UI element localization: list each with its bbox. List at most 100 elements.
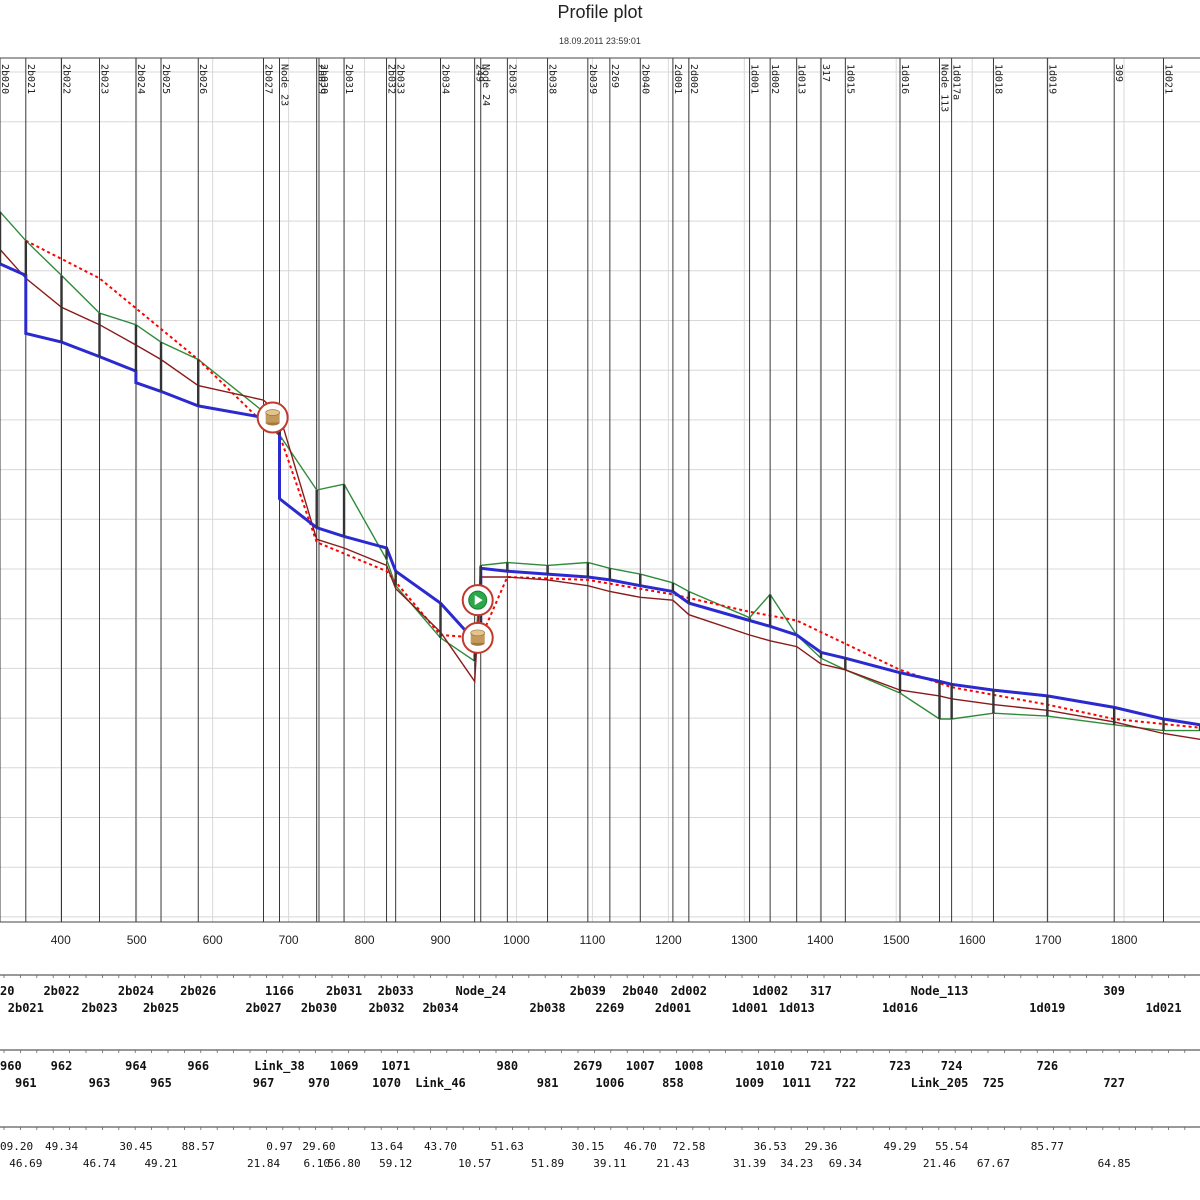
node-label: 2b039 (587, 64, 598, 94)
table-cell: 29.60 (302, 1140, 335, 1153)
x-tick-label: 1500 (883, 933, 910, 947)
series-line-2 (0, 248, 1200, 740)
node-label: 2b030 (318, 64, 329, 94)
table-cell: 2b030 (301, 1001, 337, 1015)
table-cell: 1d001 (732, 1001, 768, 1015)
chart-subtitle: 18.09.2011 23:59:01 (559, 36, 641, 46)
x-tick-label: 400 (51, 933, 71, 947)
table-cell: 963 (89, 1076, 111, 1090)
marker-body (470, 632, 485, 643)
x-tick-label: 700 (279, 933, 299, 947)
table-cell: 967 (253, 1076, 275, 1090)
node-label: Node_23 (278, 64, 289, 106)
table-cell: 965 (150, 1076, 172, 1090)
table-cell: 88.57 (182, 1140, 215, 1153)
series-line-1 (25, 239, 1200, 729)
table-cell: 2b039 (570, 984, 606, 998)
table-cell: 2b031 (326, 984, 362, 998)
table-cell: 1070 (372, 1076, 401, 1090)
x-tick-label: 1100 (579, 933, 605, 947)
node-label: 309 (1113, 64, 1124, 82)
table-cell: 2b023 (81, 1001, 117, 1015)
table-cell: 727 (1103, 1076, 1125, 1090)
node-label: 1d018 (992, 64, 1003, 94)
marker-glyph (474, 595, 483, 606)
table-cell: 0.97 (266, 1140, 293, 1153)
table-cell: 970 (308, 1076, 330, 1090)
x-tick-label: 1300 (731, 933, 758, 947)
node-label: 2b029 (316, 64, 327, 94)
table-cell: 30.45 (119, 1140, 152, 1153)
table-cell: 309 (1103, 984, 1125, 998)
table-cell: 2269 (595, 1001, 624, 1015)
table-cell: 1010 (756, 1059, 785, 1073)
table-cell: 46.74 (83, 1157, 116, 1170)
table-cell: 46.70 (624, 1140, 657, 1153)
node-label: 1d021 (1163, 64, 1174, 94)
x-tick-label: 1000 (503, 933, 530, 947)
table-cell: 36.53 (754, 1140, 787, 1153)
table-cell: 2d001 (655, 1001, 691, 1015)
table-cell: 2d002 (671, 984, 707, 998)
table-cell: 725 (983, 1076, 1005, 1090)
node-label: 2d002 (688, 64, 699, 94)
table-cell: 10.57 (458, 1157, 491, 1170)
table-cell: 85.77 (1031, 1140, 1064, 1153)
table-cell: 1011 (782, 1076, 811, 1090)
marker-body (265, 412, 280, 423)
node-label: Node_24 (480, 64, 491, 106)
table-cell: 2b040 (622, 984, 658, 998)
x-tick-label: 1800 (1111, 933, 1138, 947)
table-cell: 2b024 (118, 984, 154, 998)
table-cell: 722 (834, 1076, 856, 1090)
table-cell: 43.70 (424, 1140, 457, 1153)
node-label: 2b032 (386, 64, 397, 94)
table-cell: 59.12 (379, 1157, 412, 1170)
table-cell: 1d021 (1145, 1001, 1181, 1015)
series-line-0 (0, 211, 1200, 732)
table-cell: Link_46 (415, 1076, 466, 1091)
table-cell: 724 (941, 1059, 963, 1073)
table-cell: 2b032 (369, 1001, 405, 1015)
table-cell: 2679 (573, 1059, 602, 1073)
table-cell: 56.80 (327, 1157, 360, 1170)
series-line-3 (0, 262, 1200, 727)
table-cell: 1166 (265, 984, 294, 998)
node-label: 1d001 (749, 64, 760, 94)
table-cell: 2b027 (245, 1001, 281, 1015)
table-cell: 2b025 (143, 1001, 179, 1015)
table-cell: 1d019 (1029, 1001, 1065, 1015)
node-label: 2b023 (98, 64, 109, 94)
table-cell: 49.29 (883, 1140, 916, 1153)
table-cell: 2b026 (180, 984, 216, 998)
node-label: 2b022 (61, 64, 72, 94)
table-cell: 1d002 (752, 984, 788, 998)
table-cell: 21.46 (923, 1157, 956, 1170)
table-cell: 1071 (381, 1059, 410, 1073)
node-label: 2b020 (0, 64, 10, 94)
table-cell: 981 (537, 1076, 559, 1090)
table-cell: Link_205 (911, 1076, 969, 1091)
table-cell: 21.43 (656, 1157, 689, 1170)
node-label: 2b026 (197, 64, 208, 94)
chart-title: Profile plot (557, 2, 643, 22)
table-cell: 30.15 (571, 1140, 604, 1153)
table-cell: Link_38 (254, 1059, 305, 1074)
node-label: 2b021 (25, 64, 36, 94)
table-cell: 49.21 (144, 1157, 177, 1170)
table-cell: 960 (0, 1059, 22, 1073)
node-label: 249 (474, 64, 485, 82)
table-cell: 21.84 (247, 1157, 280, 1170)
table-cell: 1006 (595, 1076, 624, 1090)
table-cell: 46.69 (9, 1157, 42, 1170)
table-cell: Node_113 (911, 984, 969, 999)
table-cell: 09.20 (0, 1140, 33, 1153)
table-cell: 2b038 (530, 1001, 566, 1015)
node-label: 1d019 (1046, 64, 1057, 94)
table-cell: 51.89 (531, 1157, 564, 1170)
table-cell: 1069 (330, 1059, 359, 1073)
node-label: Node_113 (938, 64, 949, 112)
table-cell: 2b033 (378, 984, 414, 998)
node-label: 2b038 (547, 64, 558, 94)
